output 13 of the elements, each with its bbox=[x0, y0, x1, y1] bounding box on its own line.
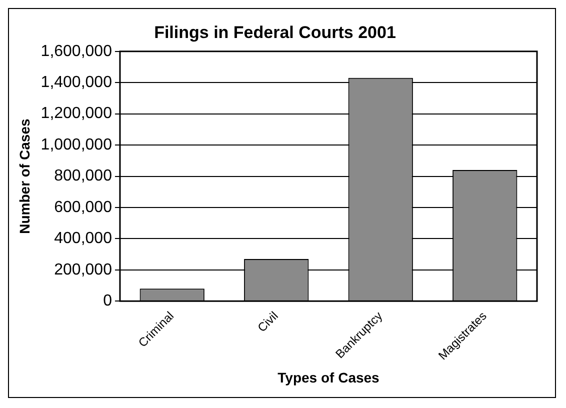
y-tick-label: 200,000 bbox=[54, 261, 112, 278]
y-tick-label: 0 bbox=[103, 292, 112, 310]
y-axis-title: Number of Cases bbox=[16, 118, 32, 234]
y-tick-label: 1,400,000 bbox=[40, 74, 112, 92]
x-tick-label: Civil bbox=[254, 308, 281, 335]
y-tick-label: 400,000 bbox=[54, 230, 112, 248]
y-tick-label: 800,000 bbox=[54, 168, 112, 185]
y-tick-label: 1,000,000 bbox=[40, 136, 112, 154]
y-tick-label: 1,600,000 bbox=[40, 42, 112, 60]
y-tick-label: 1,200,000 bbox=[40, 105, 112, 122]
x-axis-title: Types of Cases bbox=[278, 369, 380, 386]
y-tick-label: 600,000 bbox=[54, 198, 112, 216]
chart-title: Filings in Federal Courts 2001 bbox=[154, 22, 396, 42]
